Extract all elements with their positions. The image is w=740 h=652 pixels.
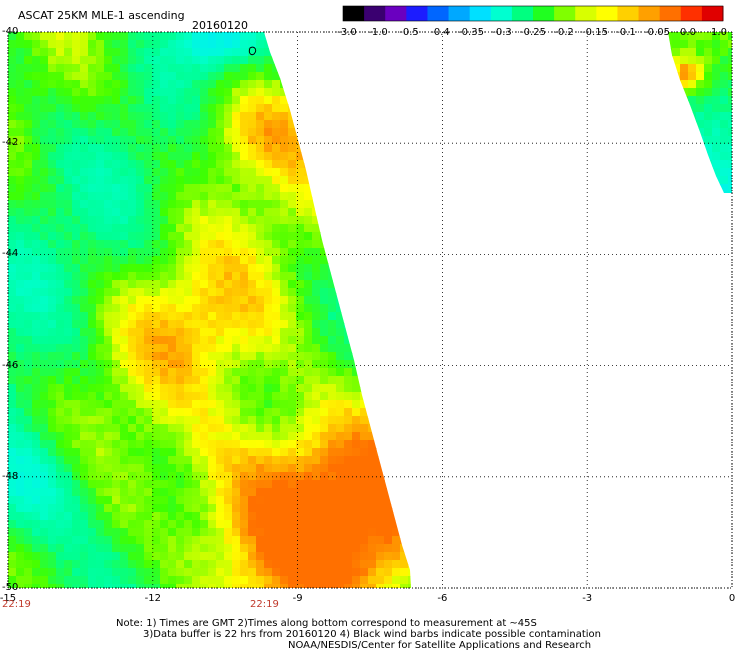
longitude-label: 0 <box>728 593 736 604</box>
colorbar-border <box>342 5 724 22</box>
colorbar-segment <box>575 6 597 21</box>
colorbar-segment <box>617 6 640 21</box>
colorbar-segment <box>490 6 513 21</box>
time-label: 22:19 <box>2 599 31 610</box>
colorbar-label: -0.25 <box>520 27 546 38</box>
colorbar <box>342 5 724 22</box>
colorbar-label: -0.2 <box>554 27 574 38</box>
colorbar-label: -3.0 <box>337 27 357 38</box>
colorbar-segment <box>469 6 492 21</box>
longitude-label: -12 <box>144 593 161 604</box>
colorbar-label: -0.1 <box>616 27 636 38</box>
colorbar-segment <box>701 6 724 21</box>
latitude-label: -46 <box>2 359 19 371</box>
longitude-label: -9 <box>292 593 303 604</box>
colorbar-segment <box>343 6 365 21</box>
colorbar-label: -0.05 <box>644 27 670 38</box>
colorbar-segment <box>596 6 618 21</box>
colorbar-label: 0.0 <box>680 27 696 38</box>
longitude-label: -15 <box>0 593 17 604</box>
colorbar-label: -0.15 <box>582 27 608 38</box>
satellite-swath-main <box>8 32 411 588</box>
colorbar-label: -0.35 <box>458 27 484 38</box>
colorbar-segment <box>638 6 661 21</box>
latitude-label: -44 <box>2 248 19 260</box>
colorbar-segment <box>427 6 450 21</box>
satellite-swath-east <box>668 32 732 193</box>
colorbar-segment <box>554 6 576 21</box>
note-line-2: 3)Data buffer is 22 hrs from 20160120 4)… <box>143 629 601 640</box>
colorbar-label: -0.5 <box>399 27 419 38</box>
map-frame <box>7 31 733 589</box>
wind-barb-mark <box>248 46 257 56</box>
product-date: 20160120 <box>192 19 248 32</box>
latitude-label: -48 <box>2 470 19 482</box>
colorbar-segment <box>511 6 534 21</box>
time-label: 22:19 <box>250 599 279 610</box>
colorbar-segment <box>659 6 682 21</box>
latitude-label: -42 <box>2 137 19 149</box>
colorbar-label: -0.4 <box>430 27 450 38</box>
colorbar-segment <box>364 6 386 21</box>
latitude-label: -50 <box>2 581 19 593</box>
latitude-label: -40 <box>2 25 19 37</box>
colorbar-label: -0.3 <box>492 27 512 38</box>
product-title: ASCAT 25KM MLE-1 ascending <box>18 9 185 22</box>
colorbar-segment <box>448 6 471 21</box>
longitude-label: -6 <box>437 593 448 604</box>
colorbar-segment <box>385 6 407 21</box>
colorbar-label: -1.0 <box>368 27 388 38</box>
note-line-1: Note: 1) Times are GMT 2)Times along bot… <box>116 618 537 629</box>
colorbar-segment <box>533 6 555 21</box>
longitude-label: -3 <box>582 593 593 604</box>
note-line-3: NOAA/NESDIS/Center for Satellite Applica… <box>288 640 592 651</box>
colorbar-segment <box>680 6 703 21</box>
colorbar-segment <box>406 6 428 21</box>
colorbar-label: 1.0 <box>711 27 727 38</box>
